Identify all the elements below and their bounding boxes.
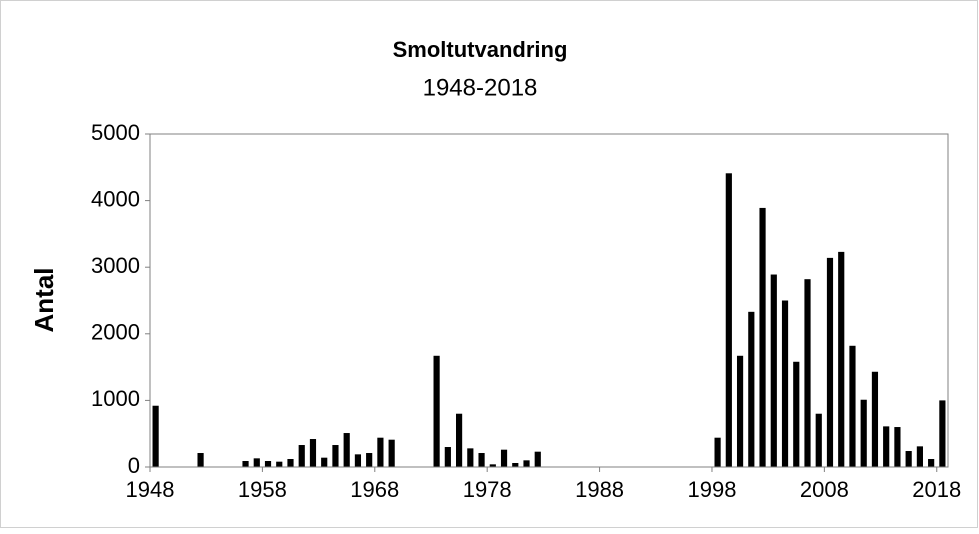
y-tick-label: 5000 — [91, 120, 140, 145]
bar — [343, 433, 350, 467]
bar — [253, 458, 260, 467]
y-tick-label: 0 — [128, 453, 140, 478]
y-axis-label: Antal — [29, 268, 59, 333]
bar — [838, 251, 845, 467]
bar — [489, 464, 496, 467]
bar — [197, 453, 204, 467]
x-tick-label: 2018 — [912, 477, 961, 502]
bar — [388, 439, 395, 467]
chart-subtitle: 1948-2018 — [423, 74, 538, 101]
bar — [332, 445, 339, 467]
bar — [748, 311, 755, 467]
bar — [928, 459, 935, 467]
y-tick-label: 2000 — [91, 320, 140, 345]
bar — [309, 439, 317, 467]
bar — [534, 451, 541, 467]
bar — [815, 413, 822, 467]
bar — [467, 448, 474, 467]
bar — [770, 274, 777, 467]
bar — [939, 400, 946, 467]
bar — [366, 453, 373, 467]
bar — [849, 345, 856, 467]
bar — [354, 454, 362, 467]
bar — [871, 371, 879, 467]
chart-title: Smoltutvandring — [393, 37, 568, 62]
bar — [512, 463, 519, 467]
bar — [377, 437, 384, 467]
bar — [714, 437, 721, 467]
bar — [905, 451, 912, 467]
x-tick-label: 2008 — [800, 477, 849, 502]
bar — [826, 257, 834, 467]
bar — [276, 461, 283, 467]
bar — [478, 453, 485, 467]
bar — [242, 461, 249, 467]
bar — [264, 461, 272, 467]
bar — [860, 399, 867, 467]
x-tick-label: 1978 — [463, 477, 512, 502]
x-tick-label: 1968 — [350, 477, 399, 502]
y-tick-label: 3000 — [91, 253, 140, 278]
bar — [444, 447, 451, 467]
bar — [523, 460, 530, 467]
bar — [321, 457, 328, 467]
bar — [500, 449, 508, 467]
bar — [916, 446, 923, 467]
bar — [152, 405, 159, 467]
bar — [781, 300, 789, 467]
x-tick-label: 1998 — [687, 477, 736, 502]
y-tick-label: 4000 — [91, 186, 140, 211]
x-tick-label: 1948 — [126, 477, 175, 502]
bar — [759, 207, 766, 467]
bar — [287, 459, 294, 467]
bar — [883, 426, 890, 467]
y-tick-label: 1000 — [91, 386, 140, 411]
bar — [804, 279, 811, 467]
bar — [455, 413, 463, 467]
x-tick-label: 1958 — [238, 477, 287, 502]
bar — [725, 173, 732, 467]
x-tick-label: 1988 — [575, 477, 624, 502]
bar — [736, 355, 744, 467]
bar — [894, 427, 901, 467]
bar — [433, 355, 440, 467]
bar — [793, 361, 800, 467]
bar — [298, 445, 305, 467]
